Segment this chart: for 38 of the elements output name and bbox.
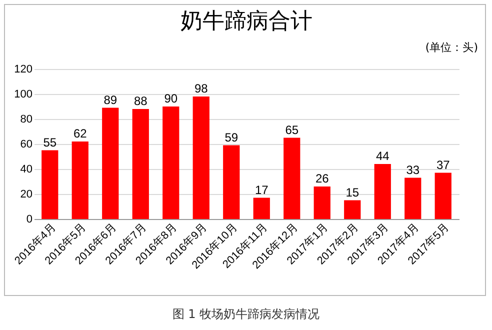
y-tick-label: 20 (20, 188, 32, 200)
bar (162, 106, 180, 219)
bar (223, 145, 240, 219)
bar (192, 96, 210, 219)
bar (314, 186, 330, 219)
data-label: 59 (224, 130, 238, 144)
bar (404, 178, 422, 219)
text: (单位：头) (425, 40, 478, 55)
data-label: 17 (254, 182, 269, 197)
y-tick-label: 120 (14, 64, 32, 76)
data-label: 55 (43, 135, 57, 150)
data-label: 89 (104, 92, 118, 107)
bar (72, 142, 88, 219)
data-label: 33 (406, 162, 420, 177)
chart-title: 奶牛蹄病合计 (180, 8, 312, 33)
bar (344, 200, 361, 219)
data-label: 62 (73, 126, 88, 140)
caption: 图 1 牧场奶牛蹄病发病情况 (171, 306, 321, 323)
y-tick-label: 60 (20, 138, 32, 150)
y-tick-label: 100 (14, 88, 32, 100)
data-label: 88 (134, 94, 148, 108)
bar (374, 164, 391, 219)
y-tick-label: 0 (26, 214, 32, 226)
bar (253, 198, 270, 219)
bar (434, 172, 452, 219)
data-label: 90 (164, 92, 178, 106)
data-label: 15 (346, 185, 360, 200)
data-label: 44 (376, 149, 390, 163)
data-label: 37 (436, 158, 450, 172)
data-label: 98 (194, 82, 208, 96)
bar (284, 138, 300, 219)
data-label: 26 (315, 172, 330, 186)
y-tick-label: 80 (20, 114, 32, 126)
bar (42, 150, 58, 219)
bar (102, 108, 119, 219)
y-tick-label: 40 (20, 164, 32, 176)
bar (132, 109, 149, 219)
data-label: 65 (285, 122, 299, 137)
